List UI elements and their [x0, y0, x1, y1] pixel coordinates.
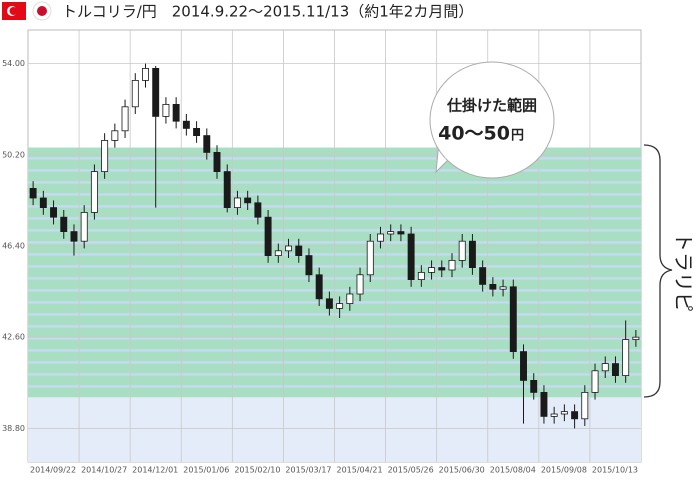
candle-body [520, 351, 527, 381]
x-tick-label: 2015/01/06 [183, 466, 229, 475]
candle-body [223, 171, 231, 209]
x-tick-label: 2015/10/13 [592, 466, 638, 475]
candle-body [458, 240, 466, 261]
annotation-unit: 円 [511, 129, 524, 144]
x-tick-label: 2014/10/27 [81, 466, 127, 475]
candle-body [315, 274, 323, 300]
x-tick-label: 2015/06/30 [439, 466, 485, 475]
candle-body [611, 363, 619, 377]
candle-body [407, 233, 415, 280]
x-tick-label: 2015/05/26 [388, 466, 434, 475]
candle-body [346, 293, 354, 304]
x-tick-label: 2015/08/04 [490, 466, 536, 475]
candle-body [499, 286, 507, 290]
candle-body [387, 231, 395, 235]
candle-body [213, 151, 221, 172]
candle-body [121, 106, 129, 132]
japan-flag-dot [37, 6, 47, 16]
candle-body [417, 271, 425, 280]
candle-body [142, 68, 149, 81]
candle-body [336, 303, 344, 309]
candle-body [101, 139, 109, 172]
candle-body [540, 391, 548, 417]
candle-body [305, 255, 313, 276]
candle-body [60, 216, 68, 232]
y-tick-label: 42.60 [2, 333, 25, 342]
candle-body [80, 211, 88, 242]
candle-body [489, 283, 497, 290]
bubble [429, 61, 555, 179]
candle-body [295, 245, 303, 256]
candle-body [39, 197, 47, 208]
candle-body [325, 298, 333, 309]
candle-body [152, 68, 160, 117]
candle-body [377, 233, 384, 242]
candle-body [356, 274, 364, 295]
x-tick-label: 2015/04/21 [337, 466, 383, 475]
annotation-value: 40～50 [438, 123, 510, 145]
candle-body [571, 411, 579, 420]
candle-body [254, 202, 262, 218]
plot [28, 30, 641, 462]
candle-body [285, 245, 292, 252]
annotation-line: 仕掛けた範囲 [446, 97, 537, 115]
candle-body [264, 216, 272, 256]
candle-body [29, 187, 37, 199]
candle-body [622, 339, 630, 377]
candle-body [162, 104, 170, 117]
y-tick-label: 46.40 [2, 242, 25, 251]
candle-body [468, 240, 476, 268]
candle-body [111, 130, 119, 141]
y-tick-label: 38.80 [2, 424, 25, 433]
flag-crescent-cut [9, 7, 18, 15]
candle-body [479, 267, 487, 285]
x-tick-label: 2015/03/17 [285, 466, 331, 475]
range-bracket [643, 144, 673, 398]
candle-body [70, 231, 78, 242]
candle-body [397, 231, 405, 235]
candle-body [274, 250, 282, 257]
candle-body [550, 413, 558, 417]
candle-body [50, 207, 58, 218]
candle-body [601, 363, 609, 372]
candle-body [448, 259, 456, 271]
candle-body [131, 80, 139, 108]
x-tick-label: 2014/12/01 [132, 466, 178, 475]
candle-body [632, 336, 640, 341]
title: トルコリラ/円 2014.9.22～2015.11/13（約1年2カ月間） [62, 3, 473, 21]
y-tick-label: 54.00 [2, 59, 25, 68]
candle-body [428, 267, 436, 273]
candle-body [172, 104, 180, 122]
candle-body [438, 267, 446, 271]
x-tick-label: 2014/09/22 [30, 466, 76, 475]
side-label: トラリピ [672, 232, 696, 312]
bubble-joint [439, 133, 449, 159]
candle-body [182, 120, 190, 129]
x-tick-label: 2015/09/08 [541, 466, 587, 475]
candle-body [581, 391, 589, 420]
candle-body [591, 370, 599, 393]
x-tick-label: 2015/02/10 [234, 466, 280, 475]
candle-body [560, 411, 568, 415]
annotation-bubble: 仕掛けた範囲 40～50 円 [429, 61, 555, 179]
candle-body [366, 240, 374, 276]
header: トルコリラ/円 2014.9.22～2015.11/13（約1年2カ月間） [2, 1, 473, 21]
candle-body [530, 379, 538, 393]
candle-body [193, 127, 201, 136]
candle-body [233, 197, 241, 208]
candle-body [90, 171, 98, 213]
candle-body [509, 286, 517, 352]
y-tick-label: 50.20 [2, 150, 25, 159]
candle-body [203, 135, 211, 153]
candle-body [244, 197, 252, 204]
